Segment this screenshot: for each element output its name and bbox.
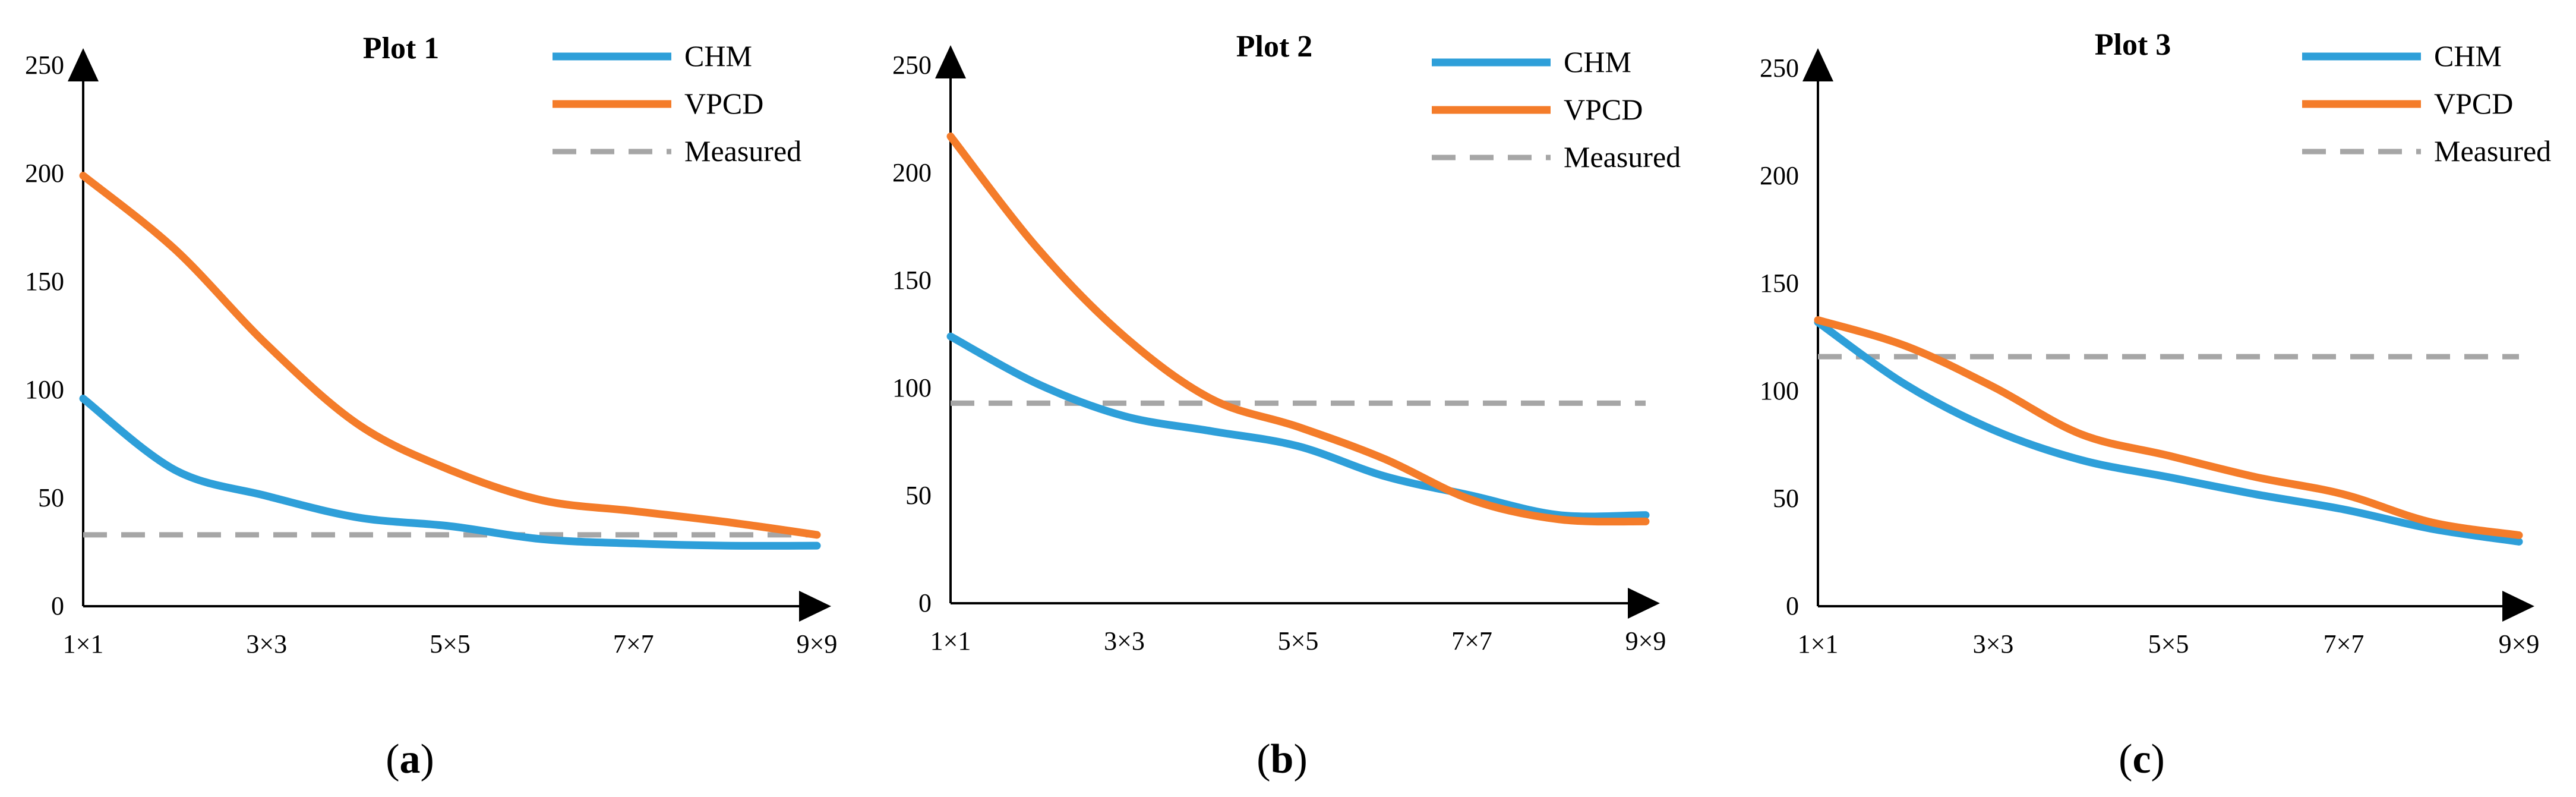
series-line-vpcd <box>946 133 1650 526</box>
y-tick-label: 100 <box>25 375 64 404</box>
legend-label-chm: CHM <box>1564 45 1631 78</box>
y-tick-label: 50 <box>905 481 932 510</box>
series-line-chm <box>1814 318 2523 546</box>
y-tick-label: 100 <box>892 373 932 402</box>
x-tick-label: 7×7 <box>1451 626 1492 656</box>
x-tick-label: 9×9 <box>2499 629 2540 659</box>
chart-panel-2: 0 50 100 150 200 250 1×1 3×3 5×5 7×7 9×9 Plot 2 CHM V… <box>892 30 1681 782</box>
chart-title: Plot 1 <box>363 31 440 65</box>
legend-label-vpcd: VPCD <box>2434 87 2513 120</box>
y-tick-label: 0 <box>918 588 932 618</box>
panel-caption: (a) <box>386 736 434 782</box>
y-tick-label: 250 <box>25 51 64 80</box>
x-tick-label: 1×1 <box>1798 629 1839 659</box>
y-tick-label: 250 <box>892 51 932 80</box>
x-axis-arrow <box>799 591 831 622</box>
y-axis-arrow <box>68 48 99 81</box>
legend-label-vpcd: VPCD <box>684 87 763 120</box>
y-axis-arrow <box>1802 48 1833 81</box>
y-tick-label: 250 <box>1760 53 1799 83</box>
y-tick-label: 50 <box>1773 484 1799 513</box>
x-tick-label: 7×7 <box>613 629 654 659</box>
x-tick-label: 1×1 <box>930 626 971 656</box>
x-tick-label: 3×3 <box>1973 629 2014 659</box>
y-tick-label: 150 <box>25 267 64 296</box>
y-tick-label: 100 <box>1760 376 1799 405</box>
y-tick-label: 200 <box>25 159 64 188</box>
series-line-chm <box>946 332 1650 521</box>
x-tick-label: 9×9 <box>797 629 838 659</box>
series-line-vpcd <box>79 172 821 539</box>
chart-panel-1: 0 50 100 150 200 250 1×1 3×3 5×5 7×7 9×9 Plot 1 CHM V… <box>25 31 837 782</box>
legend-label-vpcd: VPCD <box>1564 93 1643 126</box>
x-tick-label: 5×5 <box>1278 626 1319 656</box>
x-tick-label: 3×3 <box>1104 626 1145 656</box>
y-tick-label: 200 <box>1760 161 1799 190</box>
legend-label-chm: CHM <box>684 39 752 73</box>
y-tick-label: 200 <box>892 158 932 187</box>
x-tick-label: 5×5 <box>2148 629 2189 659</box>
y-tick-label: 50 <box>38 483 64 512</box>
x-axis-arrow <box>2502 591 2534 622</box>
x-axis-arrow <box>1628 588 1660 619</box>
y-tick-label: 150 <box>1760 269 1799 298</box>
x-tick-label: 7×7 <box>2324 629 2365 659</box>
legend-label-measured: Measured <box>1564 140 1681 174</box>
legend-label-chm: CHM <box>2434 39 2502 73</box>
x-tick-label: 9×9 <box>1625 626 1666 656</box>
y-axis-arrow <box>935 45 966 78</box>
legend-label-measured: Measured <box>2434 134 2551 168</box>
chart-title: Plot 3 <box>2095 28 2171 62</box>
y-tick-label: 0 <box>1786 591 1799 620</box>
x-tick-label: 3×3 <box>246 629 287 659</box>
panel-caption: (b) <box>1257 736 1308 782</box>
x-tick-label: 1×1 <box>63 629 104 659</box>
series-line-chm <box>79 395 821 550</box>
legend-label-measured: Measured <box>684 134 801 168</box>
y-tick-label: 0 <box>51 591 64 620</box>
x-tick-label: 5×5 <box>430 629 471 659</box>
chart-title: Plot 2 <box>1236 30 1313 64</box>
series-line-vpcd <box>1814 316 2523 539</box>
y-tick-label: 150 <box>892 266 932 295</box>
panel-caption: (c) <box>2119 736 2165 782</box>
chart-panel-3: 0 50 100 150 200 250 1×1 3×3 5×5 7×7 9×9 Plot 3 CHM V… <box>1760 28 2551 782</box>
